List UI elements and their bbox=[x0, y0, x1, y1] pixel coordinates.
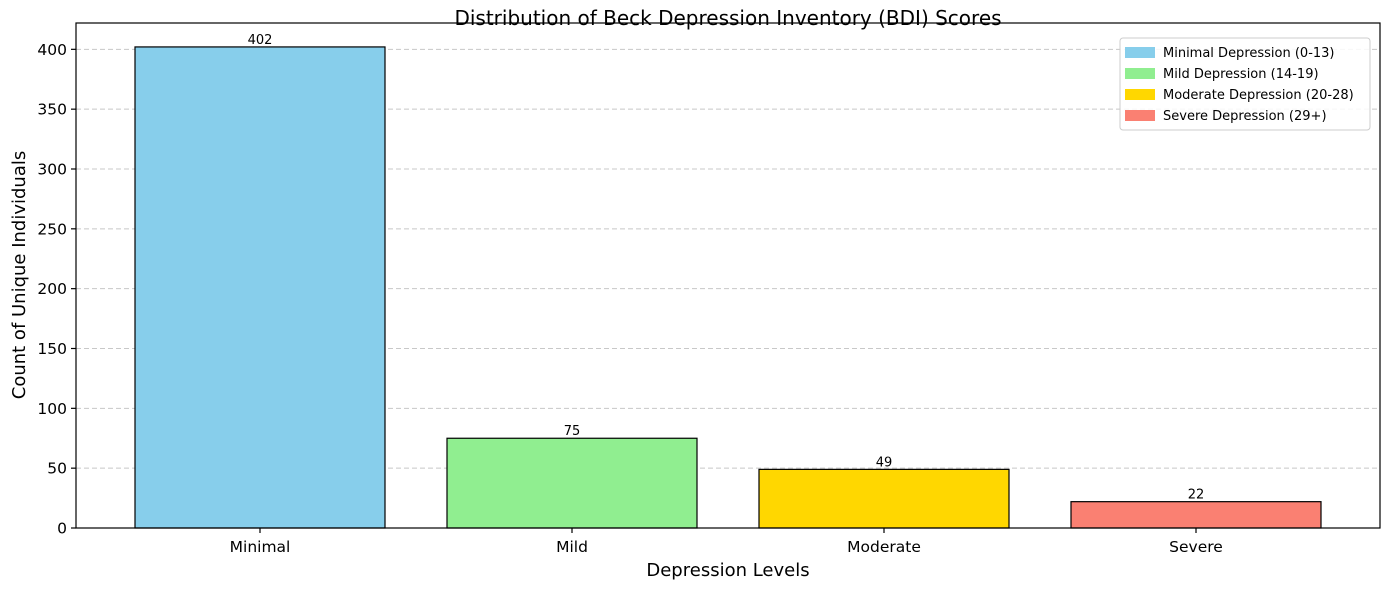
chart-title: Distribution of Beck Depression Inventor… bbox=[454, 6, 1001, 30]
y-tick-label: 200 bbox=[37, 280, 67, 298]
legend-swatch bbox=[1125, 68, 1155, 79]
bar-minimal bbox=[134, 46, 386, 529]
legend-label: Severe Depression (29+) bbox=[1163, 109, 1327, 124]
y-tick-label: 50 bbox=[47, 460, 67, 478]
legend-swatch bbox=[1125, 110, 1155, 121]
x-tick-label-moderate: Moderate bbox=[847, 538, 921, 556]
y-tick-label: 150 bbox=[37, 340, 67, 358]
bar-severe bbox=[1070, 501, 1322, 529]
x-tick-label-mild: Mild bbox=[556, 538, 588, 556]
x-axis-ticks: Minimal Mild Moderate Severe bbox=[230, 528, 1223, 556]
legend: Minimal Depression (0-13) Mild Depression… bbox=[1119, 37, 1371, 131]
data-labels: 402 75 49 22 bbox=[248, 33, 1205, 503]
bar-mild bbox=[446, 437, 698, 529]
data-label-severe: 22 bbox=[1188, 488, 1205, 503]
legend-swatch bbox=[1125, 47, 1155, 58]
x-tick-label-severe: Severe bbox=[1169, 538, 1223, 556]
legend-label: Mild Depression (14-19) bbox=[1163, 67, 1319, 82]
x-axis-label: Depression Levels bbox=[646, 560, 809, 581]
y-axis-ticks: 0 50 100 150 200 250 300 350 400 bbox=[37, 41, 76, 538]
data-label-moderate: 49 bbox=[876, 455, 893, 470]
y-axis-label: Count of Unique Individuals bbox=[9, 151, 30, 400]
bars bbox=[134, 46, 1322, 529]
y-tick-label: 400 bbox=[37, 41, 67, 59]
bar-moderate bbox=[758, 468, 1010, 529]
y-tick-label: 250 bbox=[37, 220, 67, 238]
data-label-minimal: 402 bbox=[248, 33, 273, 48]
legend-label: Moderate Depression (20-28) bbox=[1163, 88, 1354, 103]
legend-frame bbox=[1119, 37, 1371, 131]
plot-frame bbox=[75, 22, 1381, 529]
legend-swatch bbox=[1125, 89, 1155, 100]
data-label-mild: 75 bbox=[564, 424, 581, 439]
y-tick-label: 350 bbox=[37, 101, 67, 119]
x-tick-label-minimal: Minimal bbox=[230, 538, 291, 556]
y-tick-label: 100 bbox=[37, 400, 67, 418]
legend-label: Minimal Depression (0-13) bbox=[1163, 46, 1335, 61]
y-tick-label: 300 bbox=[37, 160, 67, 178]
y-tick-label: 0 bbox=[57, 520, 67, 538]
